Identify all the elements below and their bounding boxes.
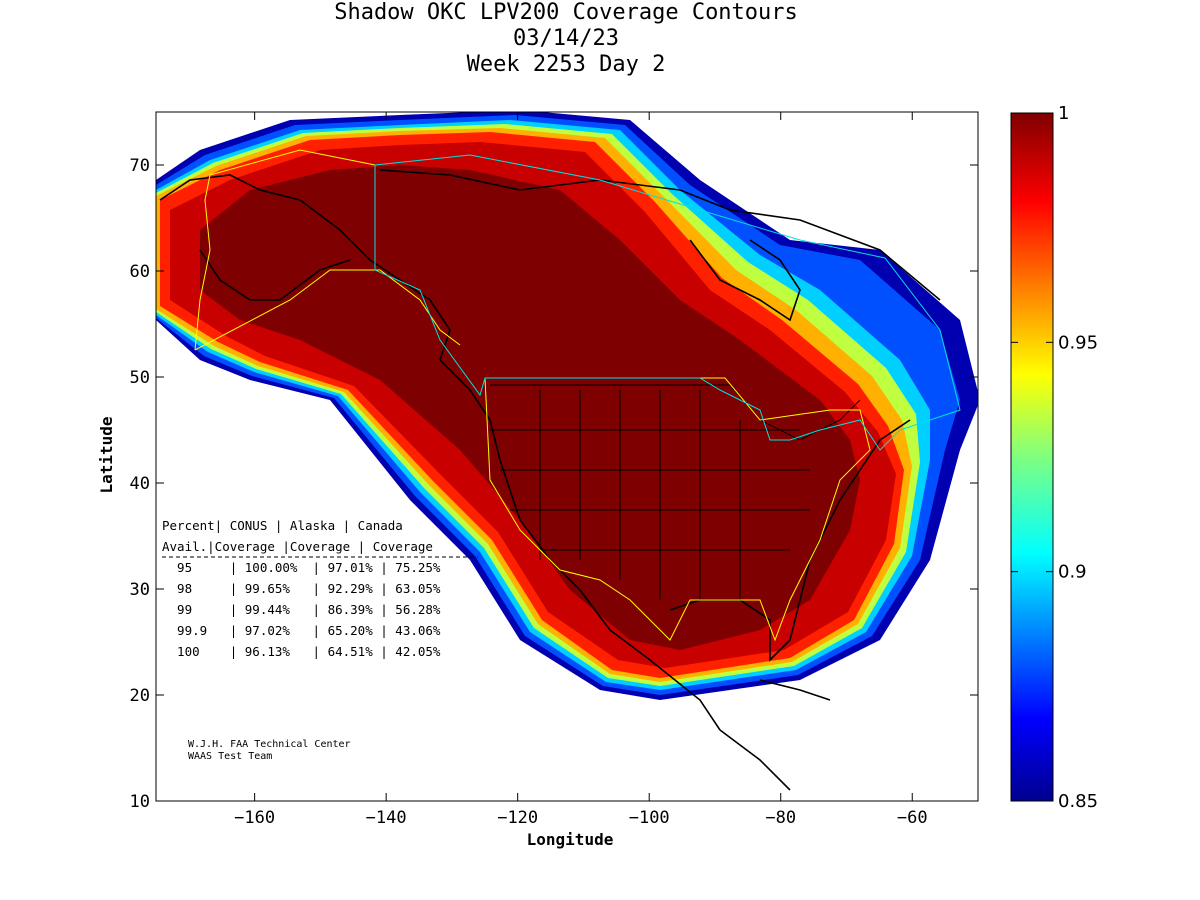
y-tick-label: 50 — [130, 368, 150, 388]
coastline-gulf — [669, 599, 791, 662]
coverage-contours — [156, 112, 978, 700]
colorbar-tick-label: 0.95 — [1058, 332, 1098, 353]
coastline-alaska — [159, 174, 451, 361]
y-tick-label: 30 — [130, 580, 150, 600]
x-tick-label: −120 — [497, 808, 538, 828]
availability-table: Percent| CONUS | Alaska | Canada Avail.|… — [162, 518, 478, 659]
coastline-central-america — [719, 729, 791, 791]
table-row: 99 | 99.44% | 86.39% | 56.28% — [162, 602, 441, 617]
colorbar-ticks: 1 0.95 0.9 0.85 — [1011, 103, 1098, 812]
y-tick-label: 20 — [130, 686, 150, 706]
y-tick-label: 10 — [130, 792, 150, 812]
colorbar-tick-label: 0.9 — [1058, 562, 1087, 583]
x-axis-ticks: −160 −140 −120 −100 −80 −60 — [234, 112, 928, 828]
table-rows: 95 | 100.00% | 97.01% | 75.25% 98 | 99.6… — [162, 560, 441, 659]
chart-week-day: Week 2253 Day 2 — [466, 52, 666, 77]
table-header-row-2: Avail.|Coverage |Coverage | Coverage — [162, 539, 433, 554]
plot-frame — [155, 111, 979, 802]
coastline-arctic — [379, 169, 941, 301]
contour-100 — [200, 165, 860, 650]
alaska-region-outline — [194, 269, 461, 351]
colorbar-tick-label: 0.85 — [1058, 791, 1098, 812]
y-tick-label: 70 — [130, 156, 150, 176]
x-tick-label: −100 — [629, 808, 670, 828]
x-tick-label: −60 — [897, 808, 928, 828]
canada-region-outline — [374, 154, 961, 451]
chart-title: Shadow OKC LPV200 Coverage Contours — [334, 0, 798, 25]
alaska-region-outline-west — [194, 149, 376, 351]
table-row: 95 | 100.00% | 97.01% | 75.25% — [162, 560, 441, 575]
y-tick-label: 40 — [130, 474, 150, 494]
state-boundaries — [490, 384, 861, 600]
x-axis-title: Longitude — [527, 830, 614, 849]
x-tick-label: −140 — [366, 808, 407, 828]
x-tick-label: −80 — [765, 808, 796, 828]
table-row: 100 | 96.13% | 64.51% | 42.05% — [162, 644, 441, 659]
coastline-alaska-peninsula — [199, 249, 351, 301]
coastline-atlantic — [789, 419, 911, 641]
coastline-hudson — [689, 239, 801, 322]
coastline-caribbean — [759, 679, 831, 701]
colorbar-tick-label: 1 — [1058, 103, 1069, 124]
x-tick-label: −160 — [234, 808, 275, 828]
credit-line-1: W.J.H. FAA Technical Center — [188, 739, 351, 750]
table-row: 99.9 | 97.02% | 65.20% | 43.06% — [162, 623, 441, 638]
y-tick-label: 60 — [130, 262, 150, 282]
colorbar — [1010, 112, 1054, 802]
region-outlines — [194, 149, 961, 642]
y-axis-title: Latitude — [97, 416, 116, 493]
y-axis-ticks: 10 20 30 40 50 60 70 — [130, 156, 978, 812]
table-header-row-1: Percent| CONUS | Alaska | Canada — [162, 518, 403, 533]
table-row: 98 | 99.65% | 92.29% | 63.05% — [162, 581, 441, 596]
credit-line-2: WAAS Test Team — [188, 751, 272, 762]
chart-date: 03/14/23 — [513, 26, 619, 51]
conus-region-outline — [484, 377, 871, 642]
